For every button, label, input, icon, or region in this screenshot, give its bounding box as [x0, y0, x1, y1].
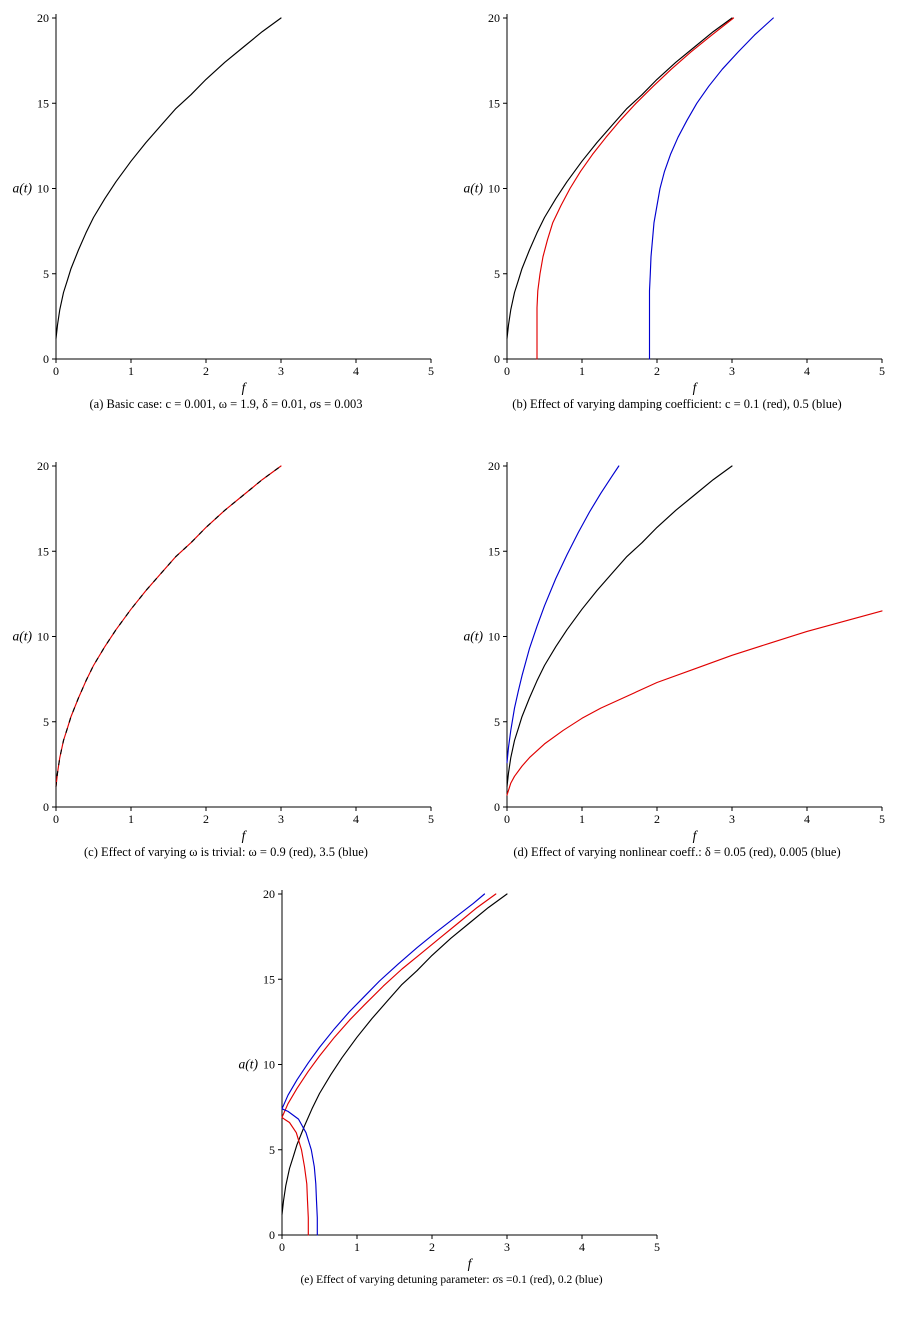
x-tick-label: 4 [353, 812, 359, 826]
y-axis-label: a(t) [464, 629, 484, 644]
x-axis-label: f [242, 380, 248, 395]
series-line [506, 610, 883, 796]
figure-d: 0 1 2 3 4 5 0 5 10 15 20 a(t) f (d) Effect of varyin… [457, 452, 897, 860]
y-tick-label: 15 [37, 544, 49, 558]
series-line [506, 465, 620, 764]
y-tick-label: 20 [488, 11, 500, 25]
y-tick-label: 10 [37, 630, 49, 644]
figure-c: 0 1 2 3 4 5 0 5 10 15 20 a(t) f (c) Effect of varyin… [6, 452, 446, 860]
x-tick-label: 1 [128, 364, 134, 378]
x-tick-label: 4 [804, 364, 810, 378]
y-axis-label: a(t) [13, 629, 33, 644]
series-line [55, 465, 282, 788]
figure-b: 0 1 2 3 4 5 0 5 10 15 20 a(t) f (b) Effect of varyin… [457, 4, 897, 412]
x-tick-label: 4 [579, 1240, 585, 1254]
y-tick-label: 20 [37, 459, 49, 473]
y-tick-label: 5 [494, 715, 500, 729]
x-tick-label: 2 [654, 812, 660, 826]
series-line [536, 17, 735, 360]
figure-row-3: 0 1 2 3 4 5 0 5 10 15 20 a(t) f (e) Effect of varyin… [0, 880, 903, 1288]
caption-b: (b) Effect of varying damping coefficien… [512, 397, 842, 411]
y-tick-label: 15 [488, 96, 500, 110]
caption-c: (c) Effect of varying ω is trivial: ω = … [84, 845, 368, 859]
x-tick-label: 5 [879, 812, 885, 826]
figure-e: 0 1 2 3 4 5 0 5 10 15 20 a(t) f (e) Effect of varyin… [232, 880, 672, 1288]
x-tick-label: 2 [203, 364, 209, 378]
series-line [280, 893, 496, 1236]
series-line [280, 893, 485, 1236]
y-tick-label: 5 [269, 1143, 275, 1157]
x-tick-label: 3 [504, 1240, 510, 1254]
series-line [280, 893, 508, 1216]
plot-a-canvas: 0 1 2 3 4 5 0 5 10 15 20 a(t) f [13, 11, 435, 395]
y-tick-label: 20 [488, 459, 500, 473]
y-tick-label: 15 [263, 972, 275, 986]
x-tick-label: 5 [654, 1240, 660, 1254]
x-tick-label: 1 [579, 812, 585, 826]
caption-e: (e) Effect of varying detuning parameter… [300, 1274, 603, 1286]
y-tick-label: 0 [269, 1228, 275, 1242]
x-axis-label: f [467, 1256, 473, 1271]
y-axis-label: a(t) [464, 181, 484, 196]
series-line [506, 17, 733, 340]
series-line [55, 465, 282, 788]
x-axis-label: f [242, 828, 248, 843]
x-tick-label: 0 [504, 812, 510, 826]
y-tick-label: 10 [37, 182, 49, 196]
plot-e-canvas: 0 1 2 3 4 5 0 5 10 15 20 a(t) f [238, 887, 660, 1271]
y-axis-label: a(t) [238, 1057, 258, 1072]
y-tick-label: 10 [488, 182, 500, 196]
y-tick-label: 5 [494, 267, 500, 281]
x-tick-label: 4 [804, 812, 810, 826]
caption-a: (a) Basic case: c = 0.001, ω = 1.9, δ = … [89, 397, 363, 411]
x-tick-label: 5 [428, 812, 434, 826]
x-axis-label: f [693, 828, 699, 843]
x-tick-label: 0 [504, 364, 510, 378]
figure-row-1: 0 1 2 3 4 5 0 5 10 15 20 a(t) f (a) Basic case: c = … [0, 4, 903, 412]
x-tick-label: 2 [203, 812, 209, 826]
x-tick-label: 2 [654, 364, 660, 378]
figure-grid: 0 1 2 3 4 5 0 5 10 15 20 a(t) f (a) Basic case: c = … [0, 4, 903, 1288]
x-tick-label: 5 [428, 364, 434, 378]
series-line [506, 465, 733, 788]
series-line [648, 17, 774, 360]
x-tick-label: 1 [128, 812, 134, 826]
x-tick-label: 0 [53, 364, 59, 378]
series-line [55, 17, 282, 340]
y-tick-label: 5 [43, 267, 49, 281]
y-tick-label: 0 [43, 352, 49, 366]
y-tick-label: 0 [43, 800, 49, 814]
y-tick-label: 20 [37, 11, 49, 25]
y-tick-label: 0 [494, 800, 500, 814]
x-axis-label: f [693, 380, 699, 395]
x-tick-label: 0 [279, 1240, 285, 1254]
x-tick-label: 3 [278, 812, 284, 826]
plot-c-canvas: 0 1 2 3 4 5 0 5 10 15 20 a(t) f [13, 459, 435, 843]
x-tick-label: 2 [429, 1240, 435, 1254]
y-tick-label: 20 [263, 887, 275, 901]
y-tick-label: 5 [43, 715, 49, 729]
y-tick-label: 15 [488, 544, 500, 558]
x-tick-label: 3 [729, 364, 735, 378]
figure-row-2: 0 1 2 3 4 5 0 5 10 15 20 a(t) f (c) Effect of varyin… [0, 452, 903, 860]
plot-b-canvas: 0 1 2 3 4 5 0 5 10 15 20 a(t) f [464, 11, 886, 395]
y-tick-label: 15 [37, 96, 49, 110]
y-tick-label: 10 [263, 1058, 275, 1072]
figure-a: 0 1 2 3 4 5 0 5 10 15 20 a(t) f (a) Basic case: c = … [6, 4, 446, 412]
y-axis-label: a(t) [13, 181, 33, 196]
y-tick-label: 0 [494, 352, 500, 366]
y-tick-label: 10 [488, 630, 500, 644]
x-tick-label: 3 [729, 812, 735, 826]
x-tick-label: 1 [354, 1240, 360, 1254]
x-tick-label: 0 [53, 812, 59, 826]
x-tick-label: 1 [579, 364, 585, 378]
plot-d-canvas: 0 1 2 3 4 5 0 5 10 15 20 a(t) f [464, 459, 886, 843]
x-tick-label: 3 [278, 364, 284, 378]
x-tick-label: 4 [353, 364, 359, 378]
caption-d: (d) Effect of varying nonlinear coeff.: … [513, 845, 841, 859]
x-tick-label: 5 [879, 364, 885, 378]
